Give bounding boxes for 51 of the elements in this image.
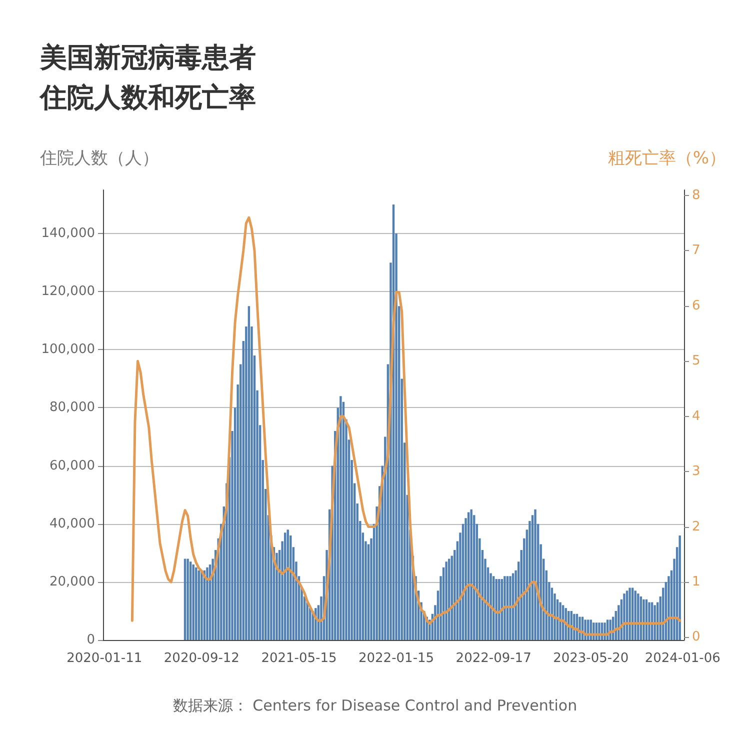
bar bbox=[628, 588, 631, 640]
bar bbox=[195, 567, 198, 640]
y2-tick-label: 2 bbox=[692, 519, 700, 534]
y2-tick-label: 3 bbox=[692, 464, 700, 480]
y-tick-label: 100,000 bbox=[41, 342, 95, 358]
bar bbox=[504, 576, 506, 640]
y-tick-label: 40,000 bbox=[50, 516, 95, 532]
bar bbox=[189, 562, 192, 640]
x-tick-label: 2022-09-17 bbox=[456, 651, 532, 666]
x-tick-label: 2023-05-20 bbox=[553, 651, 629, 666]
y2-tick-label: 8 bbox=[692, 188, 700, 204]
y-tick-label: 140,000 bbox=[41, 226, 95, 242]
bar bbox=[198, 570, 200, 640]
y-tick-label: 20,000 bbox=[50, 574, 95, 590]
y-tick-label: 0 bbox=[86, 632, 95, 648]
x-tick-label: 2020-09-12 bbox=[164, 651, 240, 666]
bar bbox=[248, 306, 250, 640]
y2-tick-label: 6 bbox=[692, 298, 700, 314]
x-tick-label: 2024-01-06 bbox=[644, 651, 720, 666]
y-axis-title: 住院人数（人） bbox=[39, 148, 159, 168]
bar bbox=[206, 567, 208, 640]
bar bbox=[200, 570, 203, 640]
y2-tick-label: 4 bbox=[692, 408, 700, 424]
bar bbox=[654, 605, 656, 640]
x-tick-label: 2020-01-11 bbox=[66, 651, 142, 666]
bar bbox=[678, 535, 681, 640]
bar bbox=[184, 558, 186, 640]
y-tick-label: 80,000 bbox=[50, 400, 95, 416]
y2-tick-label: 7 bbox=[692, 243, 700, 258]
y2-axis-title: 粗死亡率（%） bbox=[608, 148, 726, 168]
chart-title: 美国新冠病毒患者住院人数和死亡率 bbox=[39, 42, 256, 114]
y-tick-label: 120,000 bbox=[41, 284, 95, 300]
bar bbox=[559, 602, 562, 640]
bar bbox=[186, 558, 189, 640]
bar bbox=[648, 602, 650, 640]
source-note: 数据来源： Centers for Disease Control and Prevention bbox=[172, 696, 578, 714]
bar bbox=[642, 599, 645, 640]
bar bbox=[470, 509, 472, 640]
x-tick-label: 2022-01-15 bbox=[358, 651, 434, 666]
bar bbox=[445, 562, 448, 640]
bar bbox=[534, 509, 536, 640]
y2-tick-label: 0 bbox=[692, 630, 700, 645]
x-tick-label: 2021-05-15 bbox=[261, 651, 337, 666]
y2-tick-label: 5 bbox=[692, 354, 700, 369]
bar bbox=[340, 396, 342, 640]
y-tick-label: 60,000 bbox=[50, 458, 95, 474]
bar bbox=[623, 594, 626, 640]
bar bbox=[509, 576, 512, 640]
y2-tick-label: 1 bbox=[692, 574, 700, 590]
line-series bbox=[130, 216, 682, 636]
bar bbox=[192, 564, 194, 640]
